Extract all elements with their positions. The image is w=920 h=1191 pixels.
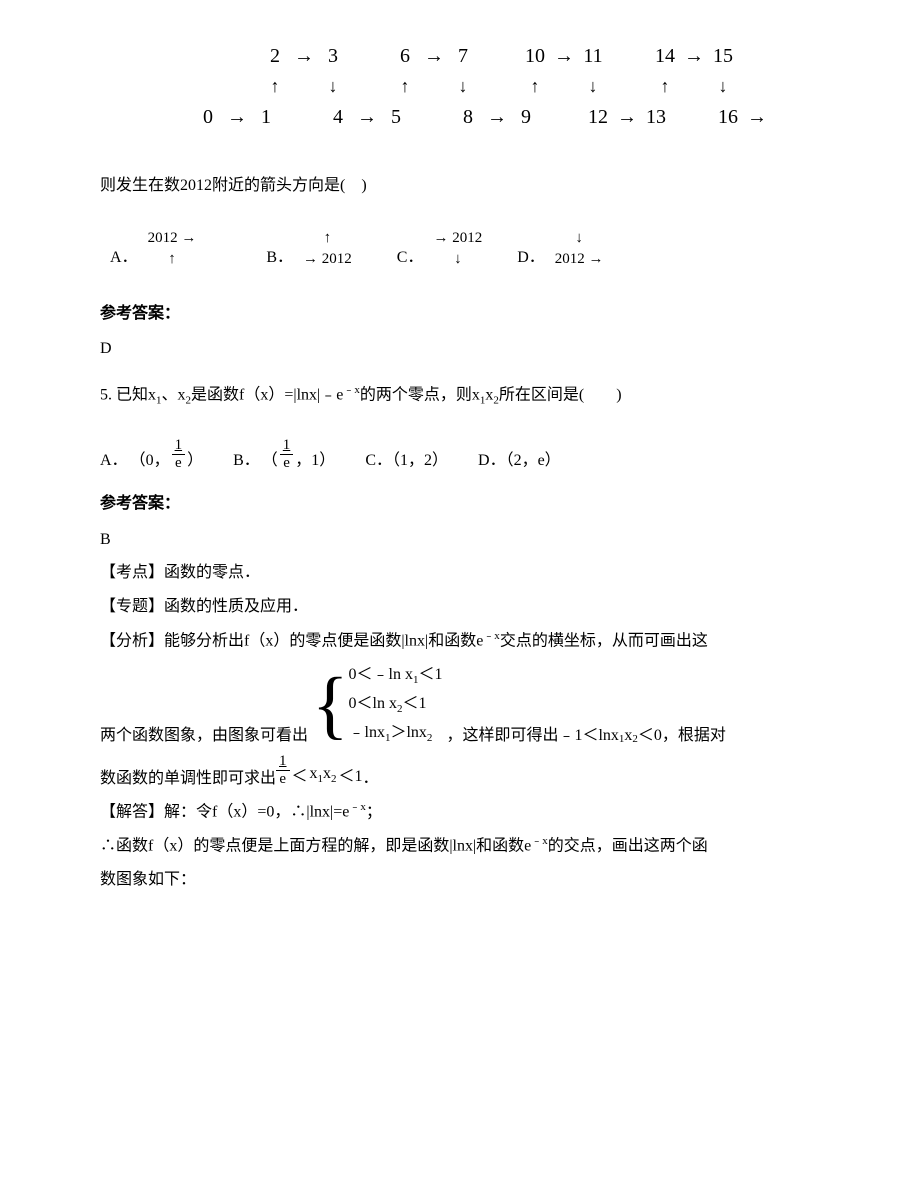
q4-opt-b-letter: B． <box>266 245 303 271</box>
q4-opt-d-content: ↓ 2012 → <box>555 228 604 271</box>
q4-stem: 则发生在数2012附近的箭头方向是( ) <box>100 173 860 199</box>
diagram-arrow-row: ↑↓ ↑↓ ↑↓ ↑↓ <box>182 72 778 101</box>
q4-opt-d-letter: D． <box>517 245 555 271</box>
q4-opt-c-content: → 2012 ↓ <box>433 228 482 271</box>
arrow-diagram: 2→3 6→7 10→11 14→15 ↑↓ ↑↓ ↑↓ ↑↓ 0→1 4→5 … <box>100 40 860 133</box>
cases-bracket: { 0＜﹣ln x1＜1 0＜ln x2＜1 ﹣lnx1＞lnx2 <box>312 661 442 748</box>
q4-options: A． 2012 → ↑ B． ↑ → 2012 C． → 2012 ↓ D． ↓… <box>100 228 860 271</box>
q5-fenxi-line2: 两个函数图象，由图象可看出 { 0＜﹣ln x1＜1 0＜ln x2＜1 ﹣ln… <box>100 661 860 748</box>
q5-kaodian: 【考点】函数的零点． <box>100 560 860 586</box>
q4-opt-b-content: ↑ → 2012 <box>303 228 352 271</box>
q5-jieda-2: ∴函数f（x）的零点便是上面方程的解，即是函数|lnx|和函数e﹣x的交点，画出… <box>100 833 860 859</box>
q5-answer-label: 参考答案： <box>100 491 860 517</box>
q5-zhuanti: 【专题】函数的性质及应用． <box>100 594 860 620</box>
q5-opt-b: B． （ 1e ，1） <box>233 438 335 473</box>
q5-answer: B <box>100 527 860 553</box>
q5-fenxi: 【分析】能够分析出f（x）的零点便是函数|lnx|和函数e﹣x交点的横坐标，从而… <box>100 628 860 654</box>
q4-answer-label: 参考答案： <box>100 301 860 327</box>
q5-opt-d: D．（2，e） <box>478 448 561 474</box>
q5-opt-c: C．（1，2） <box>365 448 448 474</box>
diagram-top-row: 2→3 6→7 10→11 14→15 <box>182 40 778 72</box>
q5-stem: 5. 已知x1、x2是函数f（x）=|lnx|﹣e﹣x的两个零点，则x1x2所在… <box>100 382 860 410</box>
q5-jieda: 【解答】解：令f（x）=0，∴|lnx|=e﹣x； <box>100 799 860 825</box>
q5-fenxi-line3: 数函数的单调性即可求出 1e ＜ x1x2 ＜1 ． <box>100 754 860 791</box>
q5-jieda-3: 数图象如下： <box>100 867 860 893</box>
q5-options: A． （0， 1e ） B． （ 1e ，1） C．（1，2） D．（2，e） <box>100 438 860 473</box>
q4-opt-c-letter: C． <box>397 245 434 271</box>
q4-opt-a-content: 2012 → ↑ <box>148 228 197 271</box>
diagram-bottom-row: 0→1 4→5 8→9 12→13 16→ <box>191 101 769 133</box>
q4-answer: D <box>100 336 860 362</box>
q4-opt-a-letter: A． <box>110 245 148 271</box>
q5-opt-a: A． （0， 1e ） <box>100 438 203 473</box>
